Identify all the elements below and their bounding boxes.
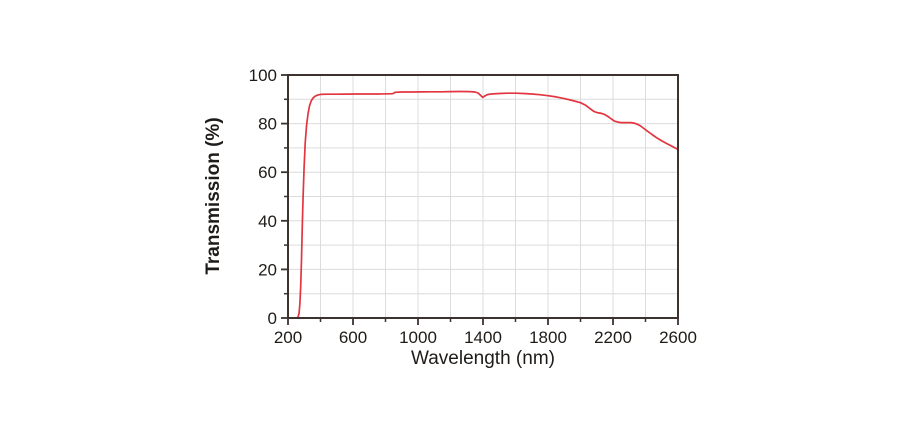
y-axis-tick-label: 20 [258, 260, 277, 279]
transmission-curve [287, 90, 679, 319]
y-axis-tick-label: 0 [268, 309, 277, 328]
x-axis-tick-label: 1000 [399, 328, 437, 347]
y-axis-tick-label: 80 [258, 115, 277, 134]
x-axis-tick-label: 1800 [529, 328, 567, 347]
x-axis-tick-label: 2600 [659, 328, 697, 347]
y-axis-tick-label: 100 [249, 66, 277, 85]
x-axis-tick-label: 600 [339, 328, 367, 347]
x-axis-tick-label: 1400 [464, 328, 502, 347]
x-axis-title: Wavelength (nm) [411, 348, 555, 369]
y-axis-tick-label: 40 [258, 212, 277, 231]
y-axis-tick-label: 60 [258, 163, 277, 182]
x-axis-tick-label: 2200 [594, 328, 632, 347]
y-axis-title: Transmission (%) [203, 117, 224, 275]
x-axis-tick-label: 200 [274, 328, 302, 347]
